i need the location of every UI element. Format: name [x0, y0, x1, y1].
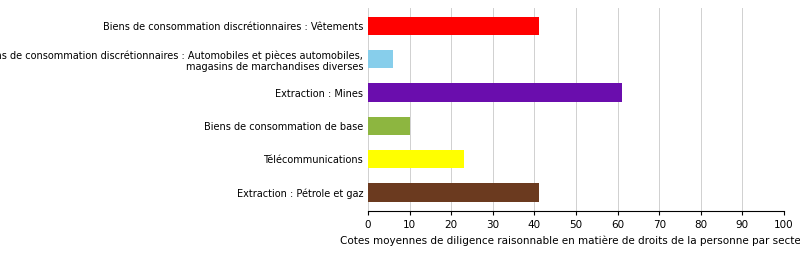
Bar — [368, 117, 410, 135]
Bar — [368, 17, 538, 35]
Bar — [368, 183, 538, 201]
Bar — [368, 150, 464, 168]
Bar — [368, 50, 393, 68]
X-axis label: Cotes moyennes de diligence raisonnable en matière de droits de la personne par : Cotes moyennes de diligence raisonnable … — [340, 235, 800, 246]
Bar — [368, 84, 622, 102]
